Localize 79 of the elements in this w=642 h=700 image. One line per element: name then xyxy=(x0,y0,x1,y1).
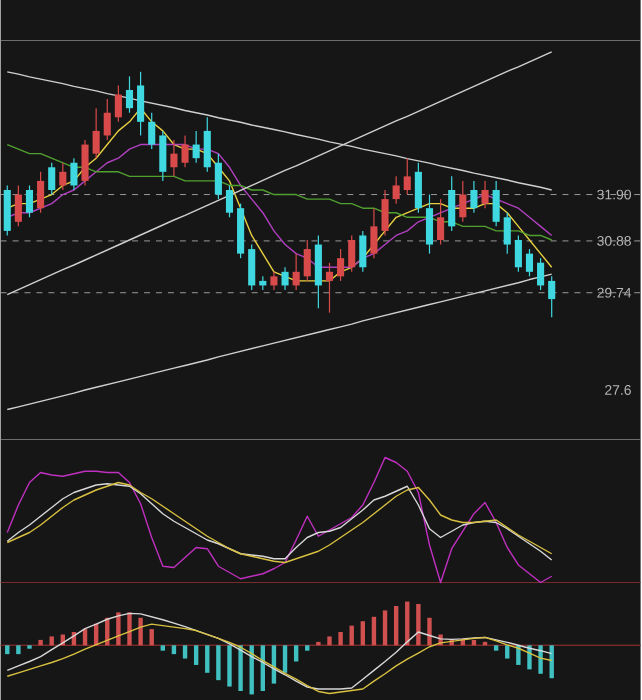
candlestick xyxy=(181,134,189,168)
candlestick xyxy=(37,171,45,214)
candlestick xyxy=(370,207,378,259)
bar xyxy=(194,645,199,665)
candlestick xyxy=(526,248,534,277)
candlestick xyxy=(81,139,90,187)
candlestick xyxy=(204,116,212,173)
bar xyxy=(294,645,299,662)
candlestick xyxy=(448,175,456,232)
bar xyxy=(116,612,121,646)
candlestick xyxy=(426,193,434,255)
candlestick xyxy=(404,157,412,196)
candlestick xyxy=(70,157,78,191)
bar xyxy=(172,645,177,655)
candlestick xyxy=(548,275,556,318)
bar xyxy=(183,645,188,659)
bar xyxy=(149,629,155,646)
bar xyxy=(49,636,55,646)
candlestick xyxy=(415,162,423,214)
bar xyxy=(283,645,288,673)
bar xyxy=(161,645,166,651)
bar xyxy=(5,645,10,655)
bar xyxy=(16,645,21,655)
bar xyxy=(372,616,377,646)
candlestick xyxy=(93,107,101,159)
candlestick xyxy=(193,130,201,164)
candlestick xyxy=(315,234,323,309)
candlestick xyxy=(48,162,56,196)
candlestick xyxy=(326,262,334,314)
candlestick xyxy=(493,180,501,227)
bar xyxy=(383,610,388,646)
candlestick xyxy=(537,257,545,291)
candlestick xyxy=(293,253,301,291)
candlestick xyxy=(481,180,489,209)
bar xyxy=(327,636,333,646)
candlestick xyxy=(304,239,312,282)
bar xyxy=(205,645,210,673)
bar xyxy=(394,605,399,646)
candlestick xyxy=(59,162,67,191)
candlestick xyxy=(270,271,278,291)
candlestick xyxy=(148,112,156,150)
bar xyxy=(494,645,499,651)
candlestick xyxy=(159,130,167,182)
bar xyxy=(227,645,233,687)
candlestick xyxy=(4,184,12,237)
bar xyxy=(138,617,144,646)
candlestick xyxy=(459,180,467,223)
bar xyxy=(238,645,244,691)
candlestick xyxy=(15,184,23,227)
candlestick xyxy=(115,84,123,123)
candlestick xyxy=(470,180,478,214)
bar xyxy=(216,645,221,681)
candlestick xyxy=(515,234,523,273)
bar xyxy=(505,645,510,659)
candlestick xyxy=(104,98,112,141)
candlestick xyxy=(126,75,134,114)
bar xyxy=(416,604,421,646)
candlestick xyxy=(237,203,245,259)
bar xyxy=(305,645,310,651)
candlestick xyxy=(26,184,34,218)
candlestick xyxy=(215,153,223,200)
candlestick xyxy=(381,189,389,237)
bar xyxy=(338,632,344,646)
candlestick xyxy=(393,175,401,205)
candlestick xyxy=(170,139,178,177)
candlestick xyxy=(248,243,256,291)
bar xyxy=(361,621,366,646)
candlestick xyxy=(437,198,445,246)
bar xyxy=(427,617,433,646)
candlestick xyxy=(504,212,512,255)
candlestick xyxy=(281,266,289,291)
candlestick xyxy=(137,71,145,137)
candlestick xyxy=(226,184,234,218)
bar xyxy=(38,639,44,646)
bar xyxy=(127,612,133,646)
bar xyxy=(538,645,544,674)
candlestick xyxy=(337,248,345,282)
candlestick xyxy=(359,230,367,273)
candlestick xyxy=(348,234,356,273)
